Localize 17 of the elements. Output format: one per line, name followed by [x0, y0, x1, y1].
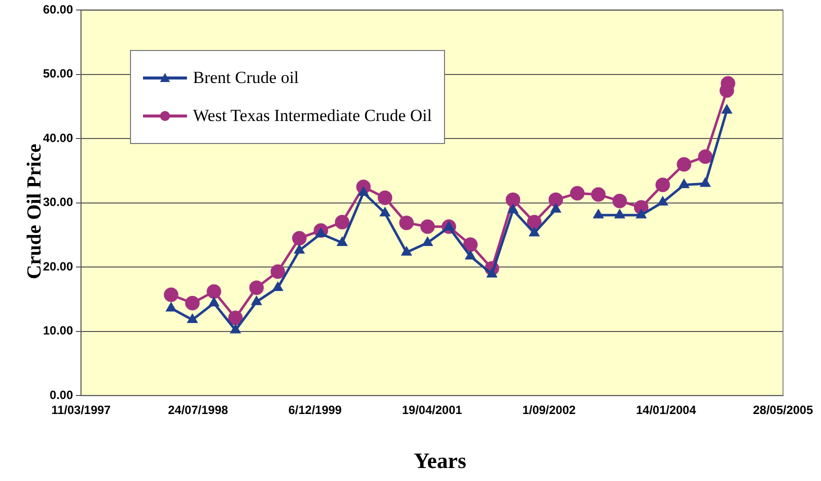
y-tick-label: 40.00 — [43, 130, 74, 145]
y-tick-label: 30.00 — [43, 195, 74, 210]
x-axis-title: Years — [412, 448, 468, 474]
y-tick-label: 10.00 — [43, 324, 74, 338]
x-tick-label: 11/03/1997 — [51, 403, 112, 418]
y-tick-label: 50.00 — [43, 66, 74, 81]
x-tick-label: 19/04/2001 — [402, 403, 462, 418]
x-tick-label: 14/01/2004 — [636, 403, 696, 418]
legend-label: West Texas Intermediate Crude Oil — [193, 106, 432, 126]
y-tick-label: 0.00 — [50, 388, 74, 402]
x-tick-label: 24/07/1998 — [168, 403, 228, 418]
x-tick-label: 1/09/2002 — [522, 403, 576, 418]
y-tick-label: 60.00 — [43, 2, 74, 17]
legend-label: Brent Crude oil — [193, 68, 299, 88]
y-tick-label: 20.00 — [43, 259, 74, 274]
x-tick-label: 28/05/2005 — [752, 403, 814, 418]
x-tick-label: 6/12/1999 — [288, 403, 342, 418]
